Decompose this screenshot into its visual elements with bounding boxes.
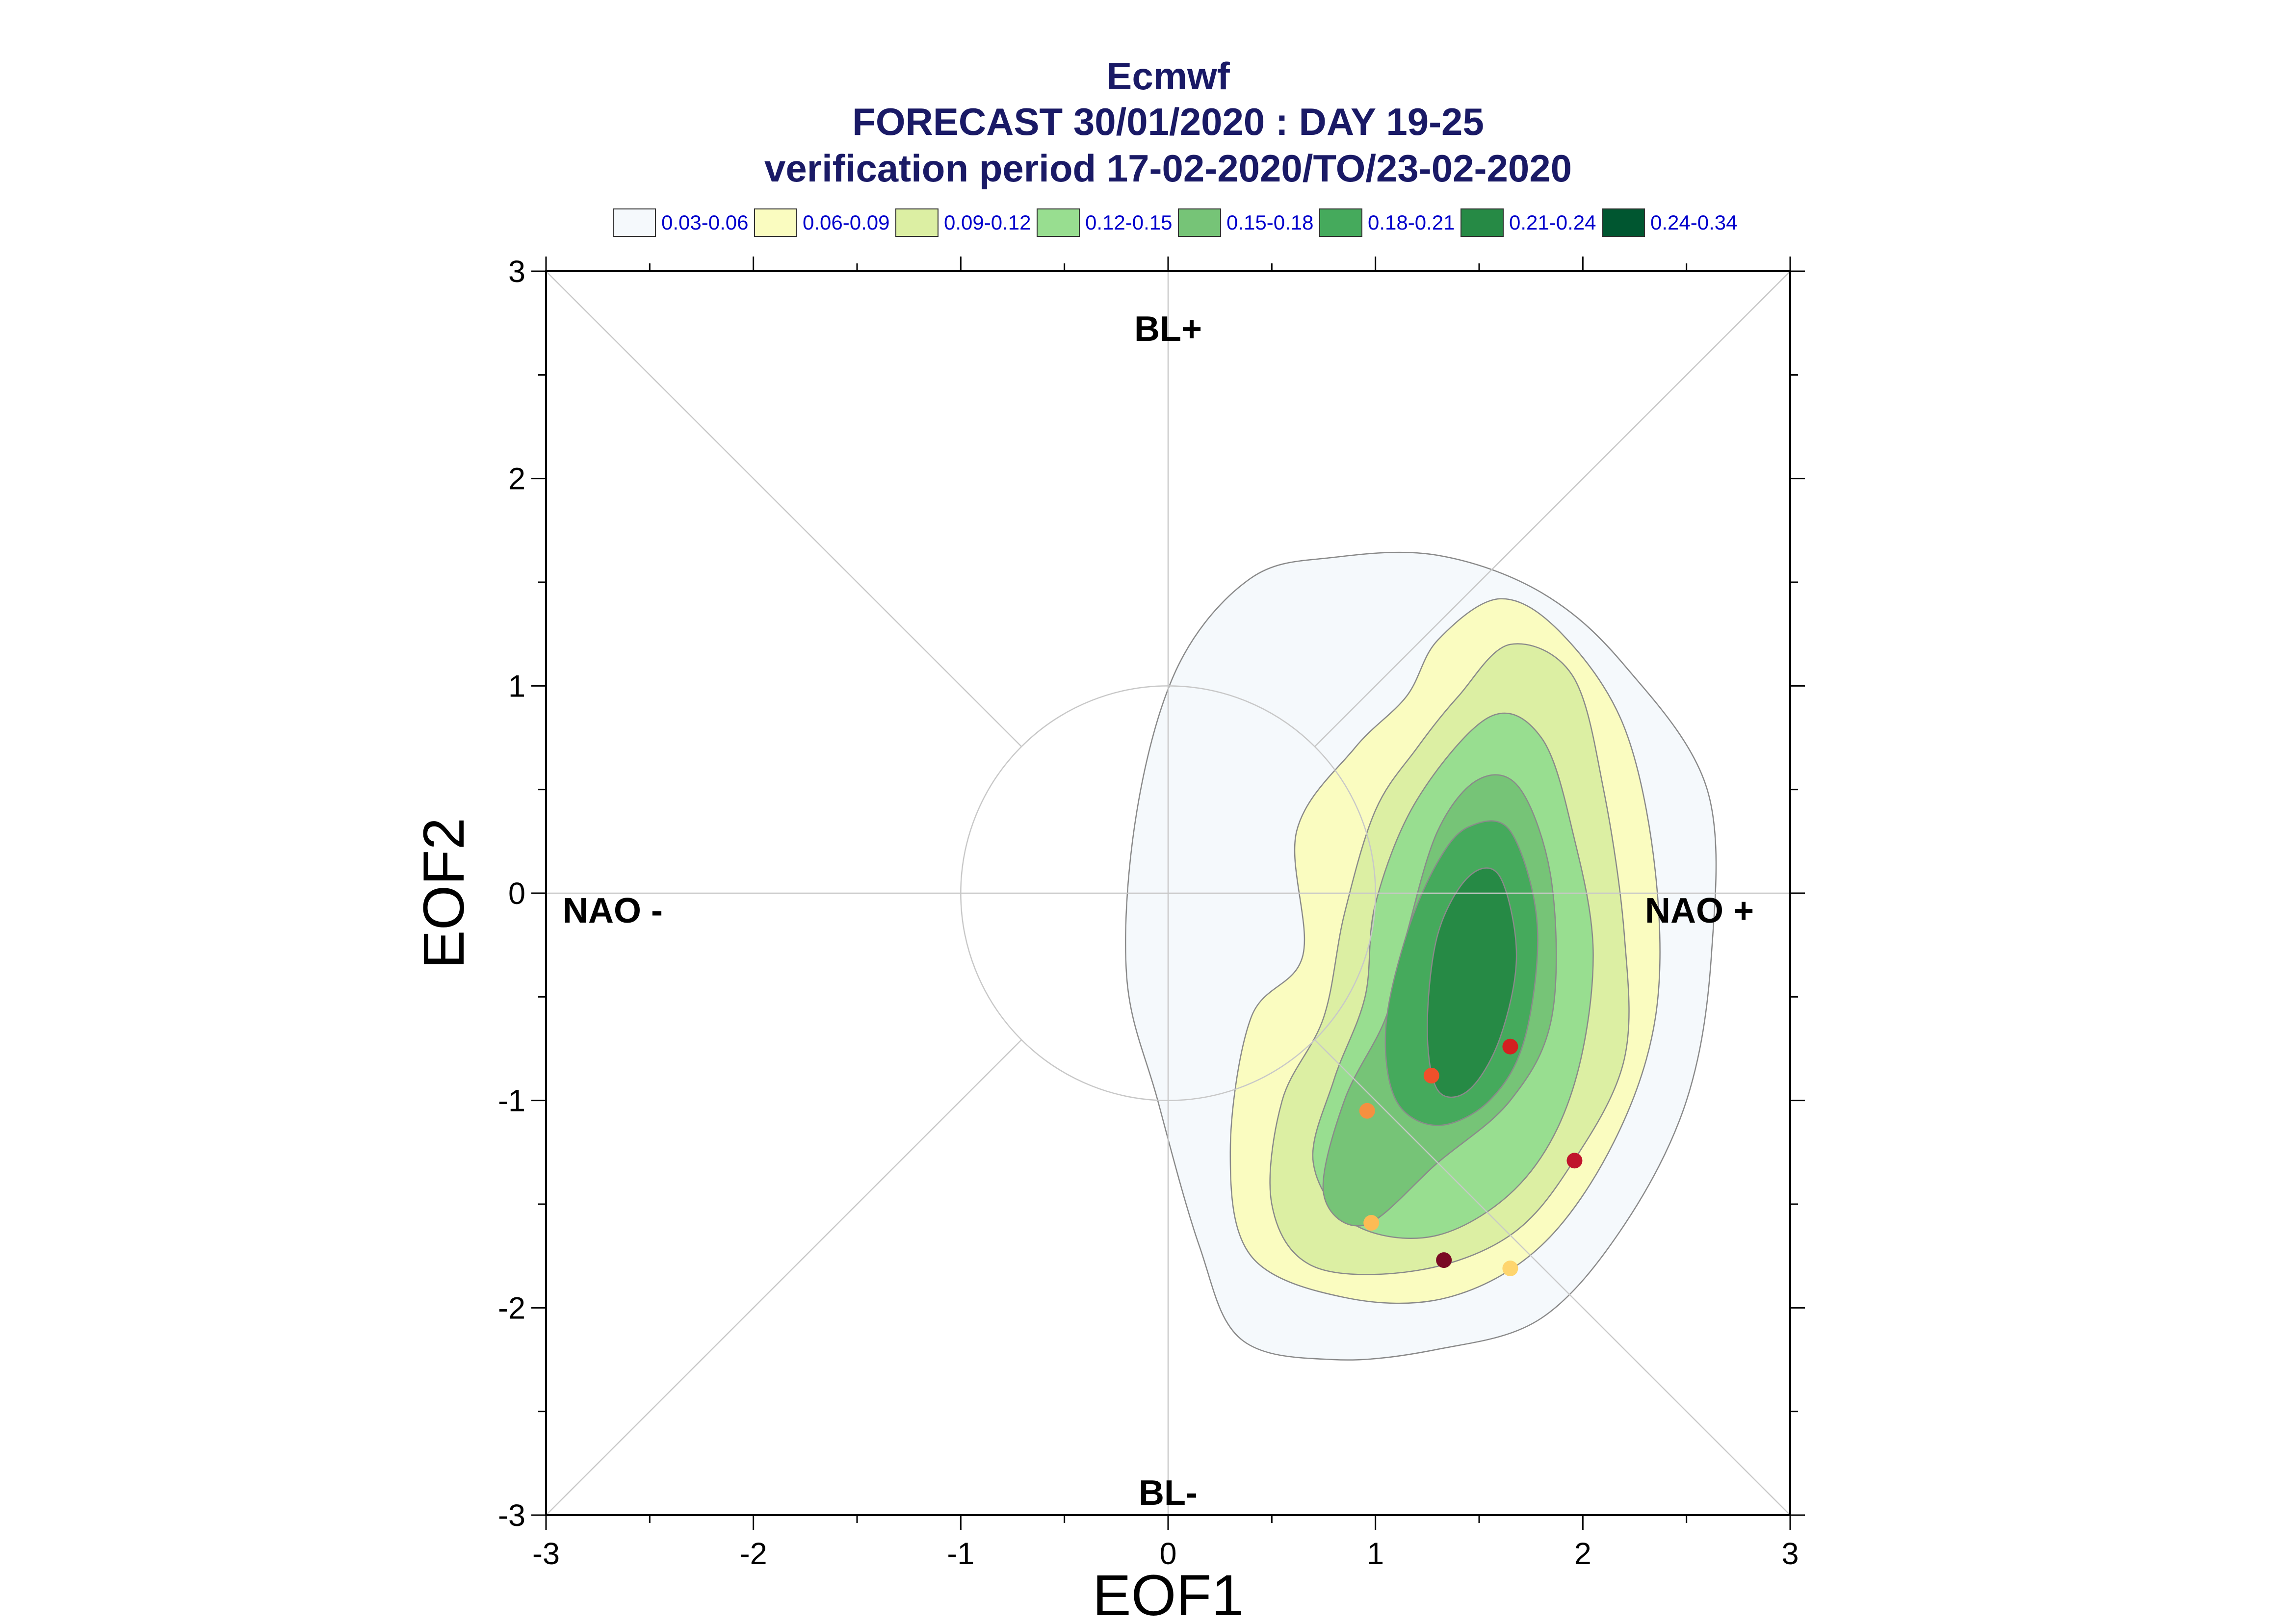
ensemble-point bbox=[1502, 1261, 1518, 1277]
guide-lines bbox=[546, 271, 1791, 1516]
x-tick-label: 1 bbox=[1367, 1537, 1384, 1571]
legend-swatch bbox=[1178, 208, 1221, 237]
plot-area: -3 -2 -1 0 1 2 3 3 2 1 0 -1 -2 -3 bbox=[498, 255, 1805, 1571]
y-tick-label: -1 bbox=[498, 1084, 525, 1118]
reference-circle bbox=[960, 685, 1376, 1101]
legend-swatch bbox=[895, 208, 939, 237]
y-tick-label: 2 bbox=[508, 462, 525, 496]
ensemble-point bbox=[1363, 1215, 1380, 1231]
x-tick-label: -1 bbox=[947, 1537, 974, 1571]
y-tick-label: 3 bbox=[508, 255, 525, 289]
axis-ticks bbox=[531, 257, 1805, 1530]
x-tick-label: 0 bbox=[1159, 1537, 1176, 1571]
regime-label-nao-minus: NAO - bbox=[563, 891, 663, 930]
density-contour-0.21-0.24 bbox=[1427, 867, 1517, 1098]
y-tick-label: 0 bbox=[508, 876, 525, 911]
regime-label-bl-minus: BL- bbox=[1139, 1473, 1198, 1513]
x-tick-label: -2 bbox=[740, 1537, 767, 1571]
x-tick-label: -3 bbox=[532, 1537, 560, 1571]
tick-labels: -3 -2 -1 0 1 2 3 3 2 1 0 -1 -2 -3 bbox=[498, 255, 1799, 1571]
chart-subtitle-verification: verification period 17-02-2020/TO/23-02-… bbox=[764, 147, 1572, 190]
x-tick-label: 3 bbox=[1781, 1537, 1799, 1571]
ensemble-point bbox=[1359, 1103, 1375, 1119]
diagonal-line-se bbox=[1314, 1039, 1791, 1516]
x-axis-title: EOF1 bbox=[1093, 1563, 1244, 1624]
ensemble-point bbox=[1502, 1038, 1518, 1055]
chart-subtitle-forecast: FORECAST 30/01/2020 : DAY 19-25 bbox=[852, 100, 1484, 143]
y-axis-title: EOF2 bbox=[412, 818, 476, 969]
legend-label: 0.15-0.18 bbox=[1226, 211, 1313, 234]
ensemble-point bbox=[1423, 1067, 1439, 1083]
legend-label: 0.09-0.12 bbox=[944, 211, 1031, 234]
regime-label-nao-plus: NAO + bbox=[1645, 891, 1754, 930]
regime-label-bl-plus: BL+ bbox=[1134, 309, 1202, 349]
x-tick-label: 2 bbox=[1574, 1537, 1591, 1571]
y-tick-label: -2 bbox=[498, 1291, 525, 1325]
legend-swatch bbox=[1602, 208, 1645, 237]
ensemble-point bbox=[1566, 1153, 1583, 1169]
diagonal-line-sw bbox=[546, 1039, 1022, 1516]
ensemble-point bbox=[1436, 1252, 1452, 1268]
diagonal-line-nw bbox=[546, 271, 1022, 748]
diagonal-line-ne bbox=[1314, 271, 1791, 748]
y-tick-label: -3 bbox=[498, 1498, 525, 1533]
legend-swatch bbox=[1460, 208, 1504, 237]
legend-label: 0.03-0.06 bbox=[661, 211, 748, 234]
legend: 0.03-0.06 0.06-0.09 0.09-0.12 0.12-0.15 0.15… bbox=[613, 208, 1737, 237]
legend-label: 0.06-0.09 bbox=[803, 211, 889, 234]
y-tick-label: 1 bbox=[508, 669, 525, 703]
ensemble-points bbox=[1359, 1038, 1583, 1277]
legend-label: 0.21-0.24 bbox=[1509, 211, 1596, 234]
legend-label: 0.24-0.34 bbox=[1650, 211, 1737, 234]
legend-label: 0.12-0.15 bbox=[1085, 211, 1172, 234]
legend-swatch bbox=[613, 208, 656, 237]
legend-swatch bbox=[754, 208, 797, 237]
legend-swatch bbox=[1319, 208, 1362, 237]
chart-title: Ecmwf bbox=[1106, 54, 1230, 98]
legend-swatch bbox=[1037, 208, 1080, 237]
legend-label: 0.18-0.21 bbox=[1368, 211, 1455, 234]
